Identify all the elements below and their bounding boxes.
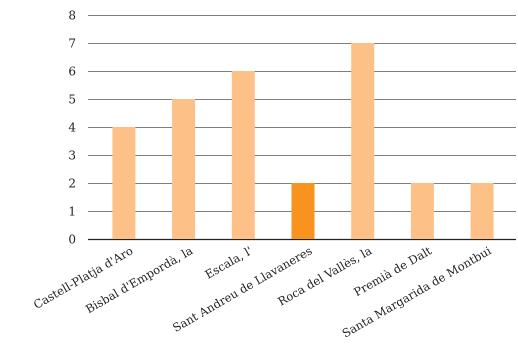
y-tick-label: 6 bbox=[68, 65, 76, 79]
y-tick-label: 7 bbox=[68, 37, 76, 51]
y-tick-label: 0 bbox=[68, 233, 76, 247]
y-tick-label: 5 bbox=[68, 93, 76, 107]
bar bbox=[291, 183, 315, 239]
bar bbox=[351, 43, 375, 239]
bar bbox=[410, 183, 434, 239]
gridlines bbox=[88, 15, 516, 241]
y-tick-label: 1 bbox=[68, 205, 76, 219]
bars bbox=[112, 43, 494, 239]
bar bbox=[172, 99, 196, 239]
y-tick-label: 3 bbox=[68, 149, 76, 163]
bar bbox=[231, 71, 255, 239]
y-axis-tick-labels: 0 1 2 3 4 5 6 7 8 bbox=[68, 9, 76, 247]
x-category-label: Castell-Platja d'Aro bbox=[31, 243, 135, 311]
x-category-label: Escala, l' bbox=[203, 243, 255, 281]
y-tick-label: 8 bbox=[68, 9, 76, 23]
y-tick-label: 4 bbox=[68, 121, 76, 135]
bar bbox=[470, 183, 494, 239]
y-tick-label: 2 bbox=[68, 177, 76, 191]
x-category-label: Bisbal d'Empordà, la bbox=[83, 243, 195, 316]
bar bbox=[112, 127, 136, 239]
